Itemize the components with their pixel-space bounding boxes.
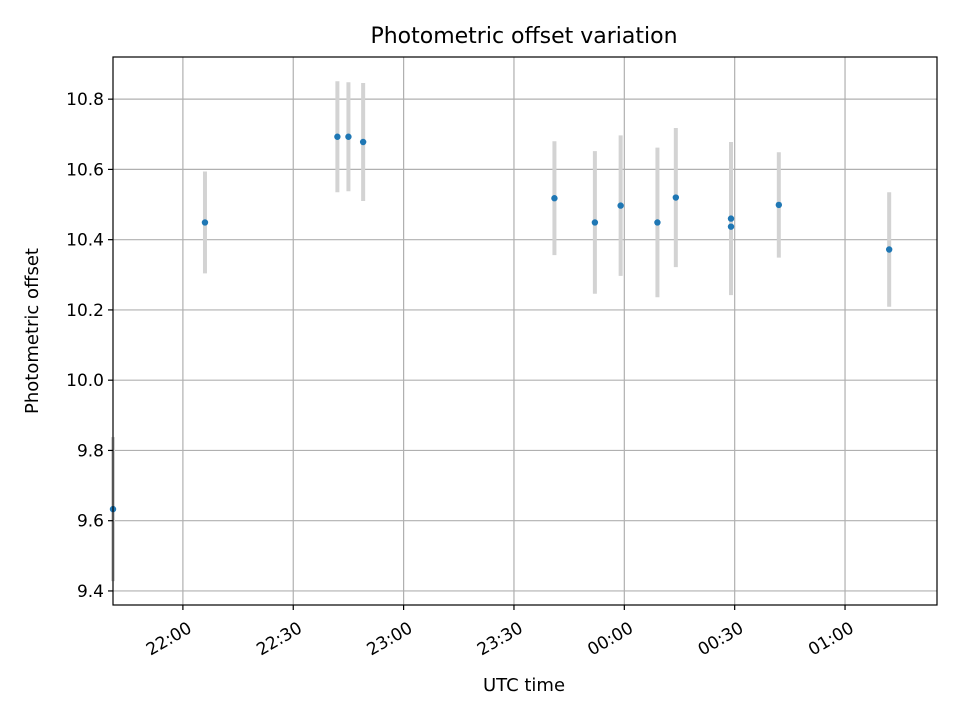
data-point [617, 202, 624, 209]
x-tick-label: 23:00 [364, 618, 416, 660]
data-point [727, 215, 735, 222]
data-point [201, 219, 209, 226]
data-point [885, 246, 893, 253]
x-tick-label: 23:30 [474, 618, 526, 660]
x-tick-label: 01:00 [805, 618, 857, 660]
y-tick-label: 10.2 [66, 301, 104, 321]
y-tick-label: 9.6 [77, 512, 104, 532]
x-tick-label: 22:30 [253, 618, 305, 660]
data-point [775, 201, 783, 209]
y-tick-label: 10.0 [66, 371, 104, 391]
data-point [727, 223, 735, 230]
data-points [109, 133, 893, 513]
data-point [672, 194, 680, 201]
y-axis-ticks: 9.4 9.6 9.8 10.0 10.2 10.4 10.6 10.8 [66, 90, 113, 602]
x-tick-label: 22:00 [143, 618, 195, 660]
error-bars [111, 81, 892, 582]
data-point [345, 133, 352, 140]
y-tick-label: 9.4 [77, 582, 104, 602]
plot-area-frame [112, 56, 938, 606]
data-point [551, 195, 558, 202]
data-point [359, 138, 367, 146]
data-point [654, 219, 661, 226]
x-tick-label: 00:30 [695, 618, 747, 660]
chart-title: Photometric offset variation [370, 24, 677, 49]
data-point [591, 219, 599, 226]
x-axis-label: UTC time [483, 675, 565, 696]
grid [113, 57, 937, 605]
data-point [334, 133, 341, 140]
x-axis-ticks: 22:00 22:30 23:00 23:30 00:00 00:30 01:00 [143, 605, 858, 660]
y-tick-label: 10.4 [66, 231, 104, 251]
y-tick-label: 10.6 [66, 160, 104, 180]
x-tick-label: 00:00 [584, 618, 636, 660]
y-axis-label: Photometric offset [22, 248, 43, 414]
y-tick-label: 10.8 [66, 90, 104, 110]
y-tick-label: 9.8 [77, 441, 104, 461]
